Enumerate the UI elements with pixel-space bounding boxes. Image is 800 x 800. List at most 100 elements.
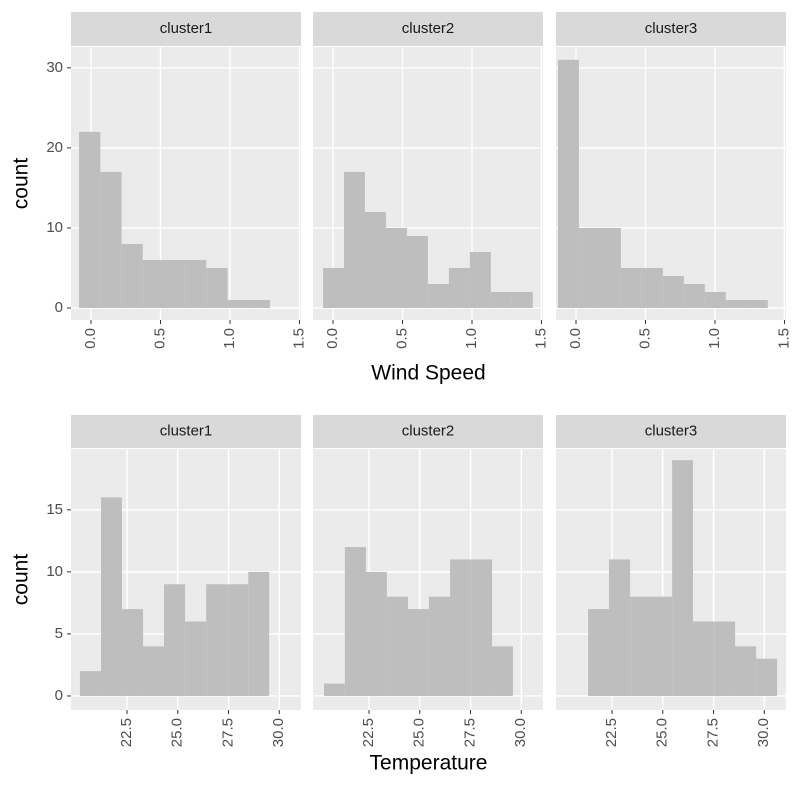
strip — [313, 415, 543, 448]
bar — [364, 211, 386, 308]
bar — [323, 683, 345, 696]
bar — [490, 291, 512, 308]
bar — [185, 621, 207, 696]
bar — [578, 227, 600, 308]
x-tick-label: 27.5 — [461, 718, 478, 747]
bar — [469, 251, 491, 308]
strip — [556, 415, 786, 448]
bar — [365, 571, 387, 696]
bar — [344, 547, 366, 696]
bar — [343, 171, 365, 308]
bar — [651, 596, 673, 696]
x-tick-label: 1.5 — [775, 328, 792, 349]
strip-label: cluster3 — [645, 422, 698, 439]
bar — [163, 259, 186, 308]
bar — [662, 275, 684, 308]
bar — [101, 497, 122, 696]
bar — [630, 596, 652, 696]
bar — [557, 59, 579, 308]
bar — [185, 259, 207, 308]
strip — [71, 415, 301, 448]
bar — [756, 658, 778, 696]
bar — [448, 267, 470, 308]
strip-label: cluster1 — [160, 20, 213, 37]
bar — [206, 267, 228, 308]
y-tick-label: 30 — [46, 59, 63, 76]
bar — [620, 267, 642, 308]
bar — [704, 291, 726, 308]
bar — [683, 283, 705, 308]
x-tick-label: 25.0 — [169, 718, 186, 747]
strip — [71, 12, 301, 46]
bar — [100, 171, 122, 308]
bar — [227, 299, 249, 308]
strip-label: cluster1 — [160, 422, 213, 439]
bar — [121, 609, 144, 696]
bar — [492, 646, 513, 696]
bar — [206, 584, 228, 696]
bar — [641, 267, 663, 308]
x-tick-label: 27.5 — [219, 718, 236, 747]
y-tick-label: 5 — [55, 625, 63, 642]
x-tick-label: 22.5 — [603, 718, 620, 747]
y-axis-title: count — [10, 158, 33, 210]
bar — [511, 291, 533, 308]
bar — [450, 559, 471, 696]
bar — [608, 559, 631, 696]
bar — [693, 621, 715, 696]
bar — [735, 646, 757, 696]
bar — [672, 460, 694, 696]
bar — [143, 646, 164, 696]
bar — [248, 299, 271, 308]
bar — [227, 584, 249, 696]
x-tick-label: 25.0 — [654, 718, 671, 747]
x-tick-label: 1.5 — [532, 328, 549, 349]
y-tick-label: 10 — [46, 219, 63, 236]
x-tick-label: 1.0 — [463, 328, 480, 349]
bar — [386, 596, 409, 696]
x-tick-label: 22.5 — [360, 718, 377, 747]
x-tick-label: 1.5 — [290, 328, 307, 349]
strip-label: cluster2 — [402, 422, 455, 439]
bar — [323, 267, 344, 308]
bar — [248, 571, 270, 696]
y-axis-title: count — [10, 554, 33, 606]
x-tick-label: 27.5 — [704, 718, 721, 747]
x-tick-label: 30.0 — [270, 718, 287, 747]
x-tick-label: 0.0 — [567, 328, 584, 349]
strip-label: cluster2 — [402, 20, 455, 37]
bar — [406, 235, 428, 308]
bar — [408, 609, 429, 696]
bar — [470, 559, 493, 696]
x-tick-label: 0.0 — [324, 328, 341, 349]
x-axis-title: Temperature — [370, 752, 488, 775]
bar — [163, 584, 186, 696]
bar — [746, 299, 768, 308]
x-tick-label: 30.0 — [755, 718, 772, 747]
bar — [588, 609, 609, 696]
bar — [714, 621, 736, 696]
bar — [725, 299, 747, 308]
strip-label: cluster3 — [645, 20, 698, 37]
bar — [79, 131, 101, 308]
y-tick-label: 15 — [46, 501, 63, 518]
bar — [385, 227, 407, 308]
x-tick-label: 22.5 — [118, 718, 135, 747]
bar — [428, 596, 451, 696]
x-tick-label: 0.5 — [393, 328, 410, 349]
x-tick-label: 1.0 — [221, 328, 238, 349]
x-tick-label: 30.0 — [512, 718, 529, 747]
x-tick-label: 0.0 — [82, 328, 99, 349]
bar — [79, 671, 102, 696]
x-tick-label: 25.0 — [411, 718, 428, 747]
strip — [313, 12, 543, 46]
bar — [142, 259, 164, 308]
y-tick-label: 20 — [46, 139, 63, 156]
x-tick-label: 1.0 — [706, 328, 723, 349]
y-tick-label: 10 — [46, 563, 63, 580]
bar — [427, 283, 449, 308]
strip — [556, 12, 786, 46]
x-tick-label: 0.5 — [636, 328, 653, 349]
y-tick-label: 0 — [55, 687, 63, 704]
